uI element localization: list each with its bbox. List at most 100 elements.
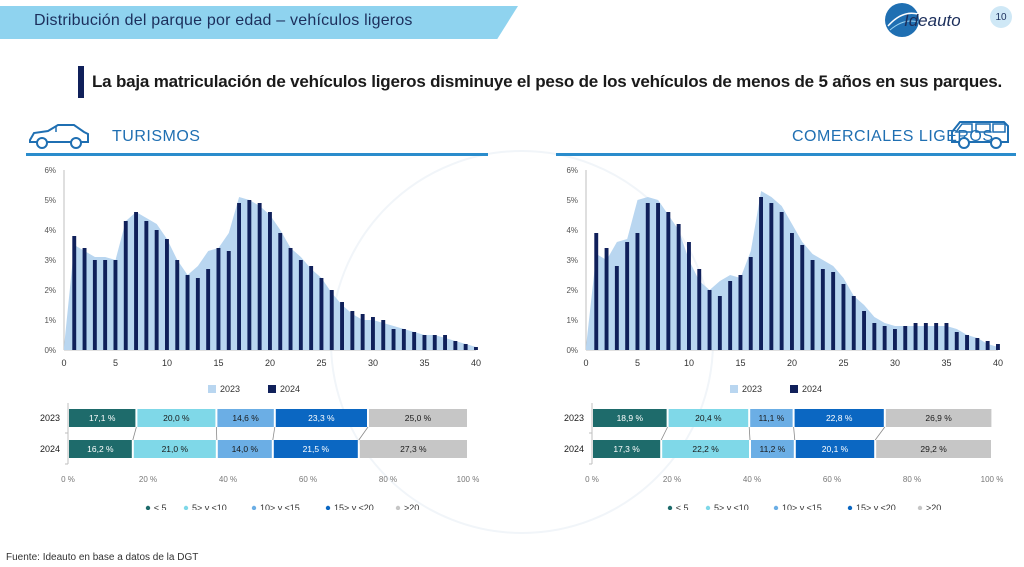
x-tick-label: 35 <box>941 358 951 368</box>
stack-segment <box>217 409 274 427</box>
bar-2024 <box>923 323 928 350</box>
x-tick-label: 40 <box>471 358 481 368</box>
bar-2024 <box>676 224 681 350</box>
bar-2024 <box>800 245 805 350</box>
y-tick-label: 1% <box>566 316 578 325</box>
bar-2024 <box>769 203 774 350</box>
bar-2024 <box>717 296 722 350</box>
bar-2024 <box>165 239 169 350</box>
bar-2024 <box>134 212 138 350</box>
logo-text: Ideauto <box>904 11 960 30</box>
section-title-comerciales: COMERCIALES LIGEROS <box>792 128 994 145</box>
stack-legend-label: ≤ 5 <box>154 503 166 510</box>
stack-segment <box>662 440 749 458</box>
bar-2024 <box>985 341 990 350</box>
bar-2024 <box>656 203 660 350</box>
bar-2024 <box>820 269 825 350</box>
y-tick-label: 2% <box>566 286 578 295</box>
stack-connector <box>874 426 886 441</box>
legend-swatch-2023 <box>730 385 738 393</box>
bar-2024 <box>614 266 619 350</box>
bar-2024 <box>707 290 712 350</box>
legend-label-2024: 2024 <box>280 384 300 394</box>
stack-segment-label: 20,4 % <box>695 413 722 423</box>
bar-2024 <box>954 332 959 350</box>
bar-2024 <box>443 335 447 350</box>
bar-2024 <box>226 251 231 350</box>
bar-2024 <box>412 332 417 350</box>
bar-2024 <box>748 257 753 350</box>
bar-2024 <box>123 221 128 350</box>
stack-legend-marker <box>325 505 331 510</box>
stack-segment <box>885 409 992 427</box>
legend-swatch-2023 <box>208 385 216 393</box>
bar-2024 <box>72 236 77 350</box>
stack-connector <box>358 426 369 441</box>
y-tick-label: 6% <box>566 166 578 175</box>
stack-segment-label: 11,2 % <box>759 444 785 454</box>
stack-row-label: 2023 <box>564 413 584 423</box>
van-icon <box>951 121 1009 149</box>
legend-swatch-2024 <box>268 385 276 393</box>
bar-2024 <box>92 260 97 350</box>
stack-segment-label: 14,0 % <box>232 444 259 454</box>
stack-segment <box>359 440 467 458</box>
stack-x-tick-label: 20 % <box>663 475 681 484</box>
stack-segment-label: 14,6 % <box>232 413 259 423</box>
stack-x-tick-label: 80 % <box>379 475 397 484</box>
bar-2024 <box>463 344 468 350</box>
bar-2024 <box>175 260 180 350</box>
stack-row-label: 2023 <box>40 413 60 423</box>
page-number: 10 <box>990 6 1012 28</box>
stack-legend-marker <box>705 505 711 510</box>
bar-2024 <box>635 233 640 350</box>
stack-segment <box>69 409 136 427</box>
stack-connector <box>793 426 796 441</box>
stack-segment-label: 29,2 % <box>920 444 947 454</box>
stack-segment <box>751 440 794 458</box>
stack-x-tick-label: 0 % <box>61 475 75 484</box>
y-tick-label: 2% <box>44 286 56 295</box>
stack-legend-label: 5> y ≤10 <box>714 503 749 510</box>
page-title: Distribución del parque por edad – vehíc… <box>34 12 413 29</box>
stack-segment <box>876 440 991 458</box>
x-tick-label: 20 <box>787 358 797 368</box>
bar-2024 <box>697 269 702 350</box>
bar-2024 <box>144 221 149 350</box>
chart-comerciales: 0% 1% 2% 3% 4% 5% 6% 0 5 10 15 20 25 30 35 40 2023 2024 20… <box>564 166 1003 510</box>
bar-2024 <box>309 266 314 350</box>
stack-segment-label: 27,3 % <box>400 444 427 454</box>
stack-segment-label: 16,2 % <box>87 444 114 454</box>
bar-2024 <box>319 278 324 350</box>
x-tick-label: 25 <box>316 358 326 368</box>
stack-x-tick-label: 40 % <box>219 475 237 484</box>
bar-2024 <box>391 329 396 350</box>
x-tick-label: 15 <box>735 358 745 368</box>
bar-2024 <box>604 248 609 350</box>
stack-segment <box>794 409 884 427</box>
bar-2024 <box>841 284 846 350</box>
section-divider-right <box>556 153 1016 156</box>
bar-2024 <box>257 203 262 350</box>
stack-segment-label: 26,9 % <box>925 413 952 423</box>
bar-2024 <box>268 212 272 350</box>
x-tick-label: 5 <box>113 358 118 368</box>
bar-2024 <box>913 323 918 350</box>
bar-2024 <box>381 320 386 350</box>
stack-x-tick-label: 0 % <box>585 475 599 484</box>
stack-connector <box>132 426 137 441</box>
bar-2024 <box>154 230 159 350</box>
bar-2024 <box>288 248 293 350</box>
stack-legend-label: 10> y ≤15 <box>260 503 300 510</box>
stack-segment <box>69 440 132 458</box>
y-tick-label: 5% <box>566 196 578 205</box>
stack-segment <box>137 409 216 427</box>
stack-x-tick-label: 20 % <box>139 475 157 484</box>
headline: La baja matriculación de vehículos liger… <box>92 72 1003 91</box>
stack-segment-label: 22,2 % <box>692 444 719 454</box>
stack-legend-marker <box>667 505 673 510</box>
source-note: Fuente: Ideauto en base a datos de la DG… <box>6 552 199 563</box>
legend-label-2024: 2024 <box>802 384 822 394</box>
stack-legend-marker <box>917 505 923 510</box>
stack-segment <box>133 440 216 458</box>
